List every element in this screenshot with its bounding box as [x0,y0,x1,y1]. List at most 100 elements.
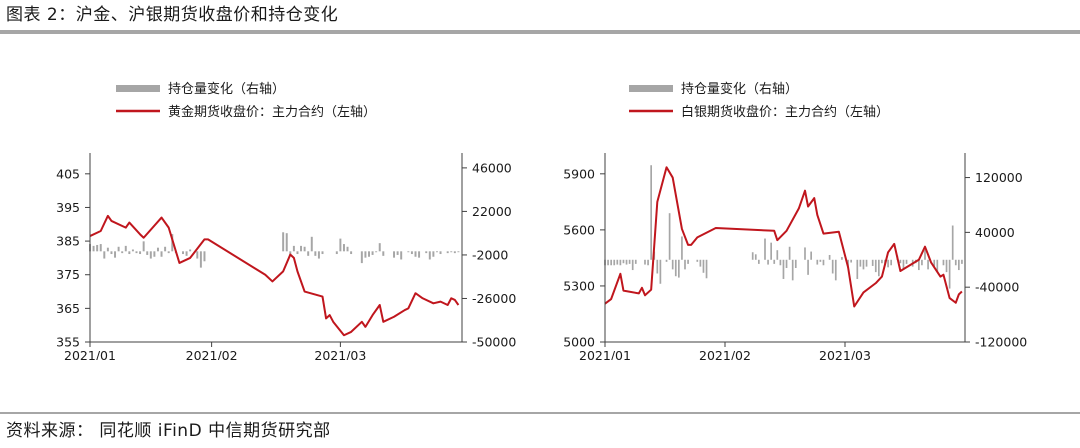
bar [339,238,342,252]
bar [918,259,920,271]
left-tick-label: 395 [56,200,80,215]
bar [644,259,646,265]
bar [131,249,134,252]
bar [613,259,616,266]
bar [890,259,892,266]
bar [628,259,631,264]
legend-bar-label: 持仓量变化（右轴） [168,81,285,97]
bar [607,259,609,266]
bar [396,251,399,255]
bar [314,251,317,256]
bar [407,251,410,253]
bar [371,251,374,255]
bar [905,259,908,264]
bar [375,251,378,253]
left-tick-label: 5300 [563,278,595,293]
bar [751,252,754,260]
bar [788,246,791,260]
right-tick-label: -2000 [472,247,508,262]
bar [674,259,677,277]
bar [936,259,939,273]
bar [871,259,874,266]
bar [634,259,637,264]
bar [856,259,859,279]
bar [382,251,385,256]
bar [622,259,625,264]
bar [625,259,628,265]
bar [142,241,145,252]
bar [776,250,779,260]
bar [203,251,206,262]
bar [945,259,948,273]
bar [146,251,149,255]
bar [902,259,905,269]
bar [834,259,837,281]
right-tick-label: -50000 [472,335,516,350]
bar [117,246,120,252]
bar [665,259,668,262]
bar [418,251,421,258]
x-tick-label: 2021/03 [819,348,871,360]
bar [705,259,708,279]
bar [106,247,109,252]
bar [435,251,438,253]
bar [770,242,772,260]
bar [619,259,622,266]
bar [659,259,662,284]
bar [924,250,926,260]
bar [610,259,612,266]
bar [428,251,431,260]
bar [687,259,689,264]
bar [948,259,951,289]
bar [647,259,649,266]
bar [958,259,960,271]
bar [671,259,674,270]
bar [816,259,819,265]
bar [185,251,188,256]
bar [794,259,797,268]
x-tick-label: 2021/01 [579,348,631,360]
figure-title: 图表 2：沪金、沪银期货收盘价和持仓变化 [6,5,339,25]
bar [457,251,460,253]
source-note: 资料来源： 同花顺 iFinD 中信期货研究部 [6,421,331,441]
bar [346,246,349,252]
bar [810,251,812,260]
legend: 持仓量变化（右轴） 白银期货收盘价：主力合约（左轴） [629,81,889,120]
bar [951,225,954,260]
bar [887,259,889,268]
bar [446,251,449,254]
bar [432,251,435,257]
bar [124,245,127,252]
bar [393,251,396,258]
left-tick-label: 5600 [563,222,595,237]
bar [103,251,106,259]
bar [164,246,167,252]
bar [96,244,99,252]
bar [196,251,199,259]
right-tick-label: -26000 [472,291,516,306]
bar [782,259,785,279]
bar [450,251,453,253]
bar [773,259,776,264]
legend-line-label: 黄金期货收盘价：主力合约（左轴） [168,104,376,120]
left-tick-label: 365 [56,301,80,316]
bar [699,259,702,267]
bar [807,259,809,275]
bar [754,254,757,260]
bar [942,259,945,266]
bar [317,251,320,259]
bar [199,251,202,268]
bar [819,259,822,262]
bar [678,259,680,278]
bar [764,238,766,260]
top-rule [0,30,1080,34]
bar [425,251,428,254]
gold-chart: 持仓量变化（右轴） 黄金期货收盘价：主力合约（左轴） 355 365 375 385 3… [56,81,516,360]
bar [342,244,345,252]
price-line [89,214,460,337]
right-tick-label: -120000 [975,335,1027,350]
right-tick-label: -40000 [975,280,1019,295]
bar [954,259,957,266]
price-line [604,166,963,308]
bar [303,246,306,252]
